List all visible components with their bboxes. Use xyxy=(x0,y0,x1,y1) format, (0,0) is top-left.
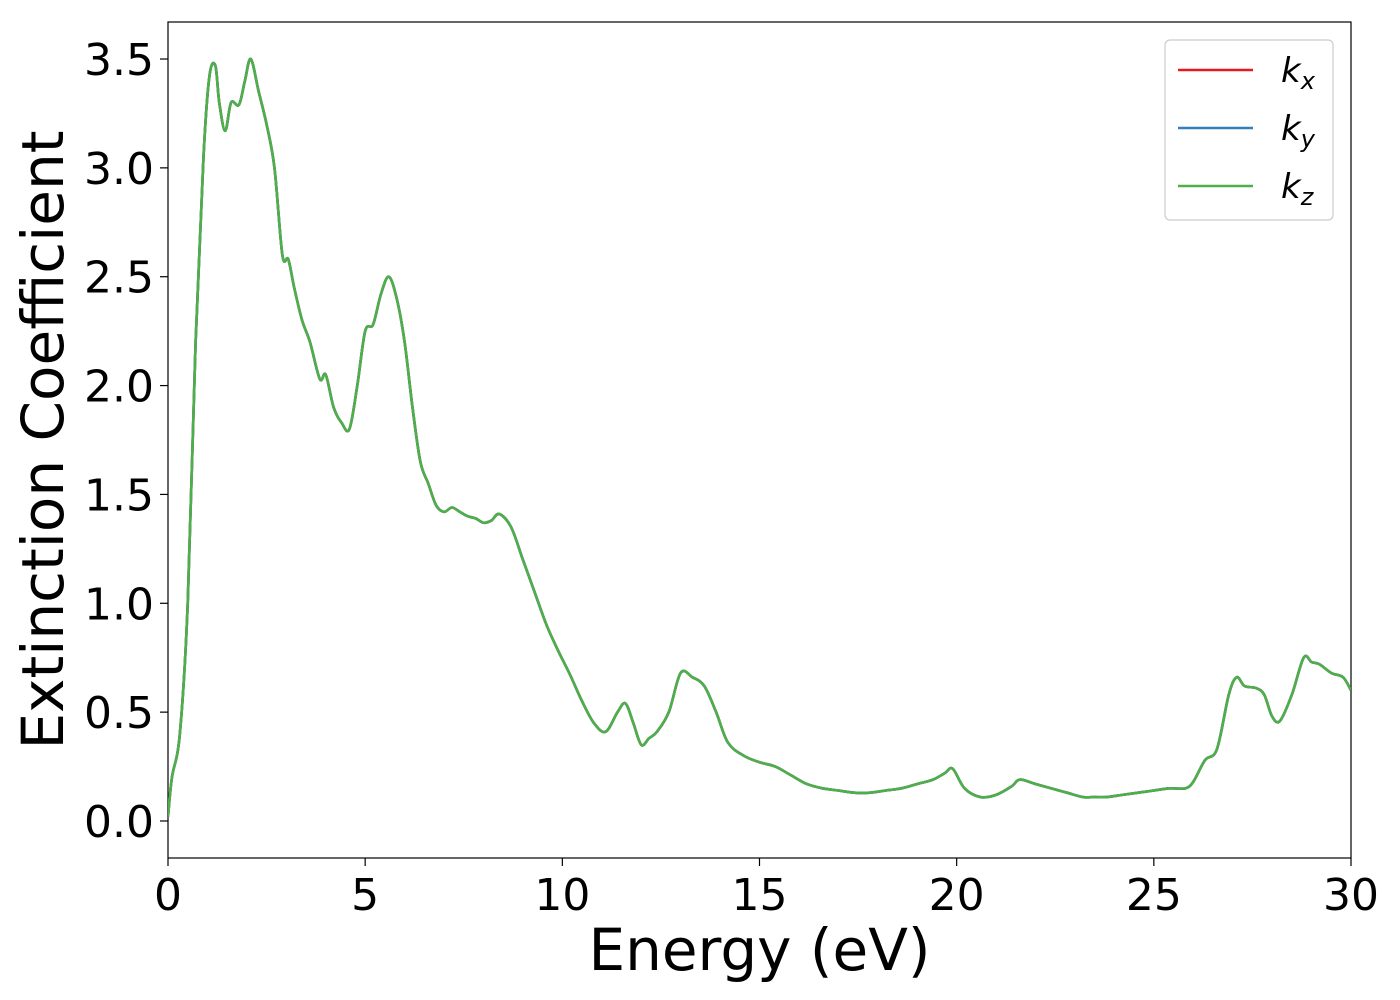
y-tick-label: 3.0 xyxy=(84,144,154,195)
legend-label-kx: kx xyxy=(1281,51,1316,95)
x-tick-label: 15 xyxy=(732,870,788,921)
y-axis-ticks: 0.0 0.5 1.0 1.5 2.0 2.5 3.0 3.5 xyxy=(84,35,168,848)
y-tick-label: 0.0 xyxy=(84,797,154,848)
x-tick-label: 30 xyxy=(1323,870,1379,921)
x-tick-label: 10 xyxy=(534,870,590,921)
legend-label-ky: ky xyxy=(1281,109,1316,153)
x-tick-label: 5 xyxy=(351,870,379,921)
x-axis-ticks: 0 5 10 15 20 25 30 xyxy=(154,858,1379,921)
y-axis-label: Extinction Coefficient xyxy=(9,131,77,750)
x-tick-label: 0 xyxy=(154,870,182,921)
y-tick-label: 1.0 xyxy=(84,579,154,630)
y-tick-label: 2.5 xyxy=(84,253,154,304)
y-tick-label: 1.5 xyxy=(84,470,154,521)
x-axis-label: Energy (eV) xyxy=(588,916,930,984)
y-tick-label: 0.5 xyxy=(84,688,154,739)
legend-label-kz: kz xyxy=(1281,167,1315,211)
x-tick-label: 25 xyxy=(1126,870,1182,921)
x-tick-label: 20 xyxy=(929,870,985,921)
legend: kx ky kz xyxy=(1164,39,1334,221)
series-line-kz xyxy=(168,57,1351,817)
legend-box xyxy=(1164,39,1334,221)
series-lines xyxy=(168,57,1351,817)
y-tick-label: 3.5 xyxy=(84,35,154,86)
plot-area xyxy=(167,21,1352,859)
y-tick-label: 2.0 xyxy=(84,362,154,413)
